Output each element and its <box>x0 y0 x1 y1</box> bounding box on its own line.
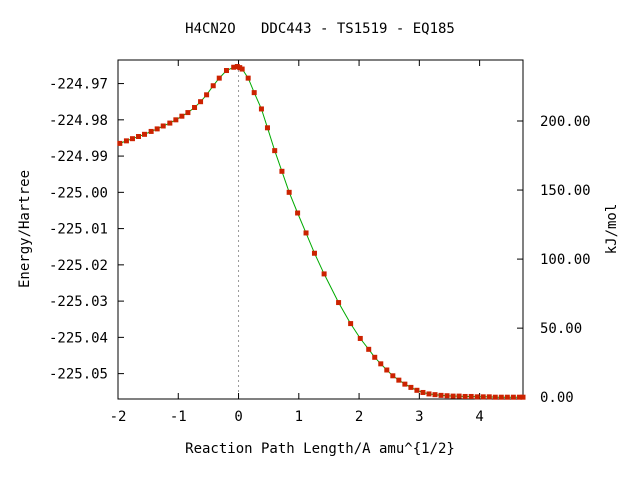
data-point <box>239 66 245 72</box>
data-point <box>129 136 135 142</box>
data-point <box>123 138 129 144</box>
data-point <box>303 230 309 236</box>
data-point <box>366 346 372 352</box>
data-point <box>426 391 432 397</box>
y2-tick-label: 100.00 <box>540 252 591 268</box>
y-tick-label: -224.99 <box>49 149 108 165</box>
x-tick-label: 0 <box>234 409 242 425</box>
data-point <box>251 90 257 96</box>
data-point <box>231 64 237 70</box>
data-point <box>216 75 222 81</box>
data-point <box>498 394 504 400</box>
data-point <box>223 68 229 74</box>
data-point <box>438 392 444 398</box>
chart-title: H4CN2O DDC443 - TS1519 - EQ185 <box>185 21 455 37</box>
data-point <box>432 392 438 398</box>
x-tick-label: 1 <box>295 409 303 425</box>
data-point <box>264 125 270 131</box>
y-tick-label: -225.01 <box>49 222 108 238</box>
data-point <box>204 92 210 98</box>
y2-tick-label: 0.00 <box>540 390 574 406</box>
data-point <box>272 148 278 154</box>
data-point <box>468 393 474 399</box>
data-point <box>474 394 480 400</box>
data-point <box>444 393 450 399</box>
y-tick-label: -225.00 <box>49 185 108 201</box>
y-tick-label: -225.02 <box>49 258 108 274</box>
data-point <box>372 354 378 360</box>
data-point <box>520 394 526 400</box>
y-tick-label: -225.03 <box>49 294 108 310</box>
data-point <box>173 117 179 123</box>
plot-area <box>117 64 526 400</box>
x-tick-label: -2 <box>110 409 127 425</box>
data-point <box>384 367 390 373</box>
data-point <box>390 373 396 379</box>
data-point <box>462 393 468 399</box>
data-point <box>167 120 173 126</box>
axes: -2 -1 0 1 2 3 4 -224.97 -224.98 -224.99 -225.00 -22… <box>49 60 591 425</box>
data-point <box>480 394 486 400</box>
data-point <box>198 99 204 105</box>
data-point <box>295 210 301 216</box>
x-tick-label: 3 <box>415 409 423 425</box>
data-point <box>321 271 327 277</box>
data-point <box>179 113 185 119</box>
x-tick-label: 4 <box>475 409 483 425</box>
y2-tick-label: 200.00 <box>540 114 591 130</box>
y-tick-label: -225.04 <box>49 330 108 346</box>
y2-axis-label: kJ/mol <box>604 204 620 255</box>
data-point <box>192 104 198 110</box>
y-axis-label: Energy/Hartree <box>17 170 33 288</box>
data-point <box>311 250 317 256</box>
y-tick-label: -224.98 <box>49 113 108 129</box>
data-point <box>185 110 191 116</box>
data-point <box>402 381 408 387</box>
data-point <box>154 126 160 132</box>
x-axis-label: Reaction Path Length/A amu^{1/2} <box>185 441 455 457</box>
y2-tick-label: 50.00 <box>540 321 582 337</box>
data-point <box>135 134 141 140</box>
y-tick-label: -225.05 <box>49 367 108 383</box>
y2-tick-label: 150.00 <box>540 183 591 199</box>
data-point <box>504 394 510 400</box>
data-point <box>117 140 123 146</box>
data-point <box>486 394 492 400</box>
data-point <box>148 128 154 134</box>
data-point <box>510 394 516 400</box>
data-point <box>245 75 251 81</box>
data-point <box>378 361 384 367</box>
data-point <box>492 394 498 400</box>
y-tick-label: -224.97 <box>49 77 108 93</box>
x-tick-label: 2 <box>355 409 363 425</box>
data-point <box>160 123 166 129</box>
data-point <box>210 83 216 89</box>
data-point <box>408 384 414 390</box>
data-point <box>516 394 522 400</box>
data-point <box>450 393 456 399</box>
data-point <box>357 335 363 341</box>
data-point <box>258 106 264 112</box>
data-point <box>420 389 426 395</box>
data-point <box>286 189 292 195</box>
data-point <box>414 387 420 393</box>
data-point <box>348 321 354 327</box>
data-point <box>396 377 402 383</box>
data-point <box>279 168 285 174</box>
data-point <box>456 393 462 399</box>
data-point <box>336 300 342 306</box>
plot-frame <box>117 59 524 400</box>
data-point <box>142 131 148 137</box>
x-tick-label: -1 <box>170 409 187 425</box>
